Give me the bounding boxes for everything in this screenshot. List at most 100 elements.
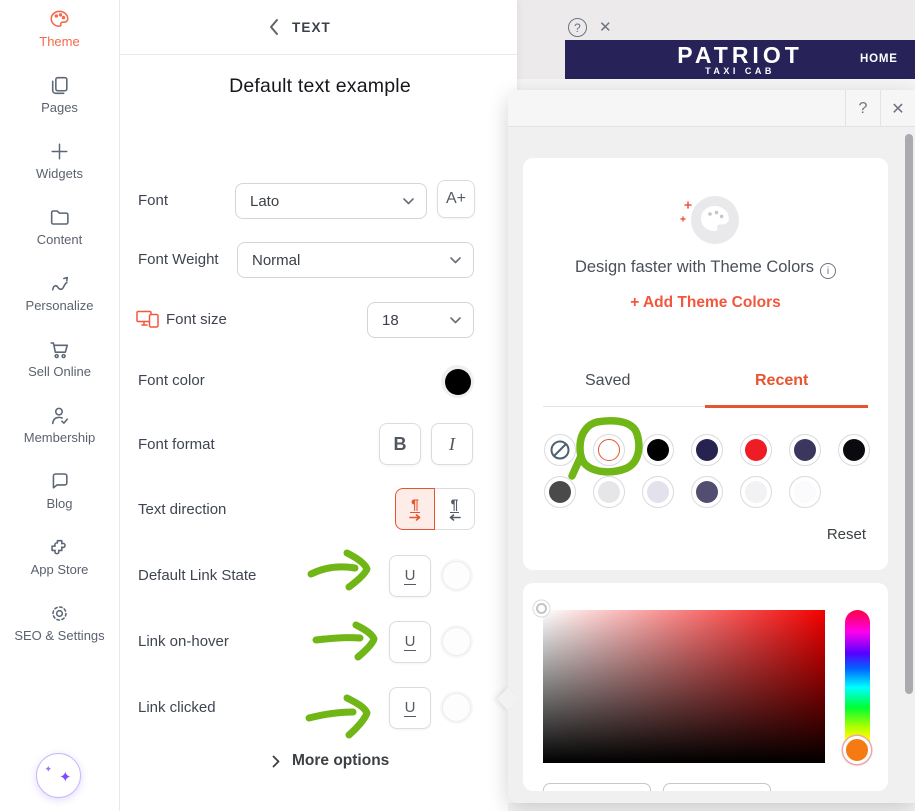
- swatch-light-gray[interactable]: [593, 476, 625, 508]
- gear-icon: [48, 602, 71, 625]
- swatch-near-white[interactable]: [740, 476, 772, 508]
- swatch-slate[interactable]: [691, 476, 723, 508]
- sidebar-item-pages[interactable]: Pages: [0, 74, 119, 134]
- font-color-label: Font color: [138, 372, 205, 389]
- font-size-select[interactable]: 18: [367, 302, 474, 338]
- saturation-value-area[interactable]: [536, 603, 825, 763]
- panel-title: TEXT: [292, 20, 331, 35]
- preview-content-strip: [517, 79, 915, 92]
- pages-icon: [48, 74, 71, 97]
- swatch-white-2[interactable]: [789, 476, 821, 508]
- sidebar-item-label: Personalize: [25, 298, 94, 313]
- font-select[interactable]: Lato: [235, 183, 427, 219]
- sidebar-item-label: Widgets: [36, 166, 83, 181]
- background-strip: [508, 803, 915, 811]
- sidebar-item-sell-online[interactable]: Sell Online: [0, 338, 119, 398]
- more-options-toggle[interactable]: More options: [272, 752, 389, 770]
- speech-bubble-icon: [48, 470, 71, 493]
- sv-cursor[interactable]: [536, 603, 547, 614]
- sidebar-item-label: Sell Online: [28, 364, 91, 379]
- color-value-input-2[interactable]: [663, 783, 771, 791]
- swatch-indigo[interactable]: [789, 434, 821, 466]
- color-picker-dialog: ? ✕ Design faster with Theme Colors i + A…: [496, 90, 915, 803]
- site-logo: PATRIOT TAXI CAB: [640, 43, 840, 77]
- info-icon[interactable]: i: [820, 263, 837, 279]
- swatch-navy[interactable]: [691, 434, 723, 466]
- link-clicked-color-swatch[interactable]: [440, 691, 473, 724]
- font-format-label: Font format: [138, 436, 215, 453]
- swatch-black[interactable]: [642, 434, 674, 466]
- green-arrow-annotation: [305, 694, 371, 739]
- nav-link-home[interactable]: HOME: [860, 53, 898, 65]
- font-label: Font: [138, 192, 169, 209]
- sidebar-item-app-store[interactable]: App Store: [0, 536, 119, 596]
- swatch-fill: [647, 439, 669, 461]
- scrollbar-thumb[interactable]: [905, 134, 913, 694]
- sidebar-item-seo-settings[interactable]: SEO & Settings: [0, 602, 119, 662]
- sidebar-item-label: Theme: [39, 34, 80, 49]
- hue-slider[interactable]: [843, 610, 871, 765]
- back-icon[interactable]: [268, 17, 282, 37]
- reset-link[interactable]: Reset: [826, 526, 866, 543]
- sidebar-item-membership[interactable]: Membership: [0, 404, 119, 464]
- font-weight-select[interactable]: Normal: [237, 242, 474, 278]
- swatch-fill: [443, 628, 470, 655]
- text-direction-label: Text direction: [138, 501, 227, 518]
- bold-label: B: [393, 433, 407, 454]
- text-settings-panel: TEXT ? ✕ Default text example Font Lato …: [120, 0, 612, 811]
- help-icon[interactable]: ?: [568, 18, 587, 37]
- font-color-swatch[interactable]: [441, 365, 474, 398]
- swatch-fill: [745, 481, 767, 503]
- sidebar-item-label: App Store: [30, 562, 89, 577]
- link-clicked-underline-button[interactable]: U: [389, 687, 431, 729]
- site-navbar: PATRIOT TAXI CAB HOME ABOUT: [565, 40, 915, 79]
- hue-slider-handle[interactable]: [843, 736, 871, 764]
- swatch-red[interactable]: [740, 434, 772, 466]
- link-hover-color-swatch[interactable]: [440, 625, 473, 658]
- plus-icon: [48, 140, 71, 163]
- theme-colors-card: Design faster with Theme Colors i + Add T…: [523, 158, 888, 570]
- swatch-fill: [598, 481, 620, 503]
- swatch-fill: [794, 439, 816, 461]
- sidebar-item-blog[interactable]: Blog: [0, 470, 119, 530]
- swatch-fill: [549, 481, 571, 503]
- tab-underline-active: [705, 405, 868, 408]
- swatch-fill: [696, 481, 718, 503]
- color-value-input-1[interactable]: [543, 783, 651, 791]
- sidebar-item-theme[interactable]: Theme: [0, 8, 119, 68]
- ai-assistant-button[interactable]: ✦ ✦: [36, 753, 81, 798]
- swatch-black-2[interactable]: [838, 434, 870, 466]
- dialog-scrollbar[interactable]: [905, 128, 913, 802]
- tab-recent[interactable]: Recent: [755, 372, 809, 389]
- add-theme-colors-button[interactable]: + Add Theme Colors: [630, 294, 781, 311]
- sidebar-item-content[interactable]: Content: [0, 206, 119, 266]
- link-hover-underline-button[interactable]: U: [389, 621, 431, 663]
- swatch-none[interactable]: [544, 434, 576, 466]
- tab-saved[interactable]: Saved: [585, 372, 631, 389]
- swatch-dark-gray[interactable]: [544, 476, 576, 508]
- help-icon[interactable]: ?: [845, 90, 880, 127]
- brand-name: PATRIOT: [677, 42, 803, 68]
- close-icon[interactable]: ✕: [599, 19, 612, 36]
- swatch-white-selected[interactable]: [593, 434, 625, 466]
- site-preview: PATRIOT TAXI CAB HOME ABOUT: [517, 0, 915, 92]
- palette-illustration-icon: [679, 192, 743, 248]
- pilcrow-ltr-icon: ¶: [410, 496, 420, 513]
- increase-font-button[interactable]: A+: [437, 180, 475, 218]
- direction-rtl-button[interactable]: ¶: [435, 488, 475, 530]
- close-icon[interactable]: ✕: [880, 90, 915, 127]
- sidebar-item-label: Blog: [46, 496, 73, 511]
- link-underline-button[interactable]: U: [389, 555, 431, 597]
- font-weight-select-value: Normal: [252, 251, 301, 269]
- italic-button[interactable]: I: [431, 423, 473, 465]
- default-link-color-swatch[interactable]: [440, 559, 473, 592]
- sidebar-item-widgets[interactable]: Widgets: [0, 140, 119, 200]
- direction-ltr-button[interactable]: ¶: [395, 488, 435, 530]
- sidebar-item-label: Pages: [41, 100, 78, 115]
- swatch-lavender[interactable]: [642, 476, 674, 508]
- font-weight-label: Font Weight: [138, 251, 219, 268]
- bold-button[interactable]: B: [379, 423, 421, 465]
- sidebar-item-personalize[interactable]: Personalize: [0, 272, 119, 332]
- more-options-label: More options: [292, 752, 390, 769]
